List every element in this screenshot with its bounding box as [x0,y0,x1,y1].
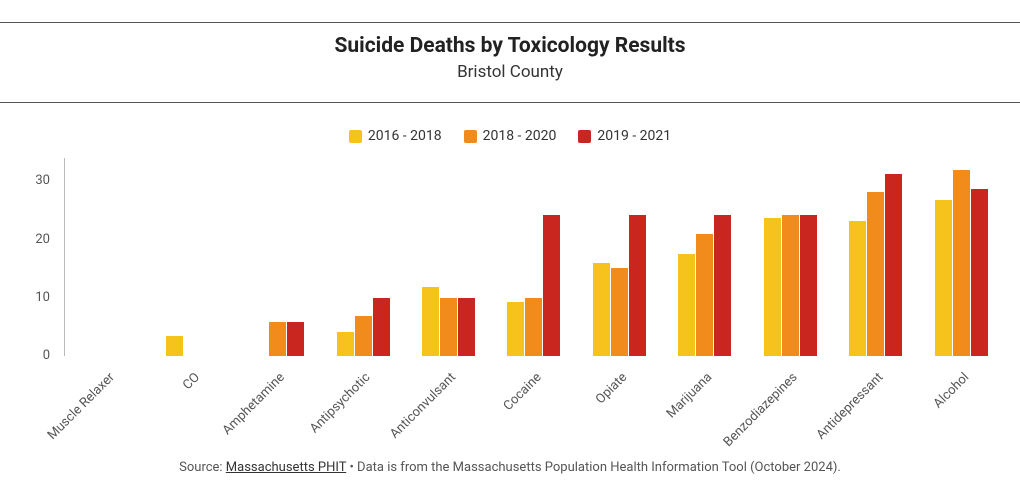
legend-swatch [349,130,362,143]
bars-region [64,164,1004,356]
legend-swatch [578,130,591,143]
category-group [919,164,1004,356]
category-group [406,164,491,356]
category-group [833,164,918,356]
legend-item[interactable]: 2018 - 2020 [464,128,557,144]
bar[interactable] [764,218,781,356]
top-rule [0,22,1020,23]
bar[interactable] [269,322,286,356]
bar[interactable] [525,298,542,356]
chart-title: Suicide Deaths by Toxicology Results [0,34,1020,58]
bar[interactable] [678,254,695,356]
category-group [662,164,747,356]
category-group [320,164,405,356]
category-group [235,164,320,356]
bar[interactable] [629,215,646,356]
bar[interactable] [337,332,354,356]
bar[interactable] [971,189,988,356]
legend-swatch [464,130,477,143]
source-line: Source: Massachusetts PHIT • Data is fro… [0,460,1020,475]
bar[interactable] [355,316,372,356]
legend-label: 2016 - 2018 [368,128,442,144]
bar[interactable] [782,215,799,356]
bar[interactable] [953,170,970,356]
y-tick-label: 0 [20,348,58,363]
bar[interactable] [885,174,902,356]
source-suffix: • Data is from the Massachusetts Populat… [346,460,841,475]
bar[interactable] [507,302,524,356]
bar[interactable] [935,200,952,357]
y-tick-label: 20 [20,232,58,247]
legend-item[interactable]: 2016 - 2018 [349,128,442,144]
legend-item[interactable]: 2019 - 2021 [578,128,671,144]
bar[interactable] [611,268,628,356]
y-tick-label: 10 [20,290,58,305]
bar[interactable] [422,287,439,356]
source-link[interactable]: Massachusetts PHIT [226,460,346,475]
bar[interactable] [800,215,817,356]
category-group [149,164,234,356]
legend-label: 2018 - 2020 [483,128,557,144]
bar[interactable] [543,215,560,356]
bar[interactable] [714,215,731,356]
bar[interactable] [166,336,183,356]
category-group [491,164,576,356]
chart-container: Suicide Deaths by Toxicology Results Bri… [0,0,1020,503]
bar[interactable] [849,221,866,356]
y-tick-label: 30 [20,173,58,188]
source-prefix: Source: [179,460,226,475]
bar[interactable] [696,234,713,356]
category-group [577,164,662,356]
bar[interactable] [867,192,884,356]
category-group [748,164,833,356]
legend-label: 2019 - 2021 [597,128,671,144]
bar[interactable] [440,298,457,356]
bar[interactable] [373,298,390,356]
chart-subtitle: Bristol County [0,62,1020,82]
mid-rule [0,102,1020,103]
bar[interactable] [458,298,475,356]
legend: 2016 - 2018 2018 - 2020 2019 - 2021 [0,128,1020,144]
category-group [64,164,149,356]
bar[interactable] [593,263,610,356]
plot-area: 0102030 [20,164,1004,356]
bar[interactable] [287,322,304,356]
